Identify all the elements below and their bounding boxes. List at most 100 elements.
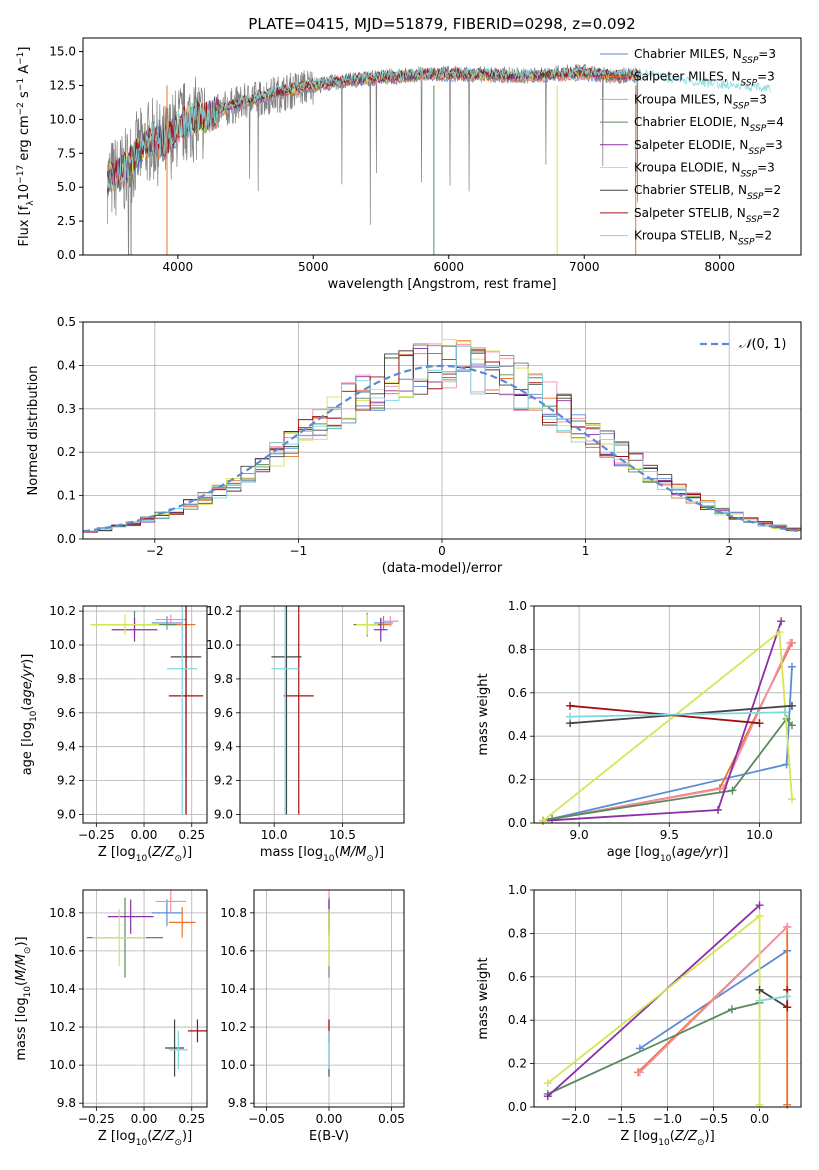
label-part: ⊙ xyxy=(174,1138,182,1148)
y-tick-label: 10.8 xyxy=(49,906,76,920)
weight-marker xyxy=(755,985,764,994)
weight-marker xyxy=(787,795,796,804)
x-axis-label: Z [log10(Z/Z⊙)] xyxy=(620,1129,714,1148)
y-tick-label: 9.2 xyxy=(214,774,233,788)
y-tick-label: 0.0 xyxy=(57,248,76,262)
weight-vs-age-panel: 9.0 9.5 10.0 0.0 0.2 0.4 0.6 0.8 1.0 age [log10(a… xyxy=(476,599,802,864)
x-tick-label: 4000 xyxy=(163,260,194,274)
weight-marker xyxy=(755,719,764,728)
legend-entry: Chabrier STELIB, NSSP=2 xyxy=(634,183,781,202)
y-tick-label: 10.0 xyxy=(220,1058,247,1072)
x-tick-label: −1 xyxy=(290,544,308,558)
weight-marker xyxy=(755,912,764,921)
label-part: Flux [f xyxy=(17,205,32,246)
label-part: SSP xyxy=(750,124,767,134)
weight-marker xyxy=(755,901,764,910)
age-vs-Z-plot xyxy=(90,606,204,815)
x-axis-label: mass [log10(M/M⊙)] xyxy=(260,845,384,864)
y-tick-label: 0.2 xyxy=(508,773,527,787)
label-part: SSP xyxy=(741,170,758,180)
y-tick-label: 9.0 xyxy=(214,808,233,822)
label-part: 10 xyxy=(29,710,39,722)
label-part: age [log xyxy=(20,722,35,775)
label-part: SSP xyxy=(742,56,759,66)
chart-title: PLATE=0415, MJD=51879, FIBERID=0298, z=0… xyxy=(248,15,635,33)
x-tick-label: 9.5 xyxy=(660,828,679,842)
axes-frame xyxy=(82,889,208,1108)
y-tick-label: 10.2 xyxy=(220,1020,247,1034)
y-tick-label: 10.0 xyxy=(206,638,233,652)
label-part: −2 xyxy=(16,102,26,115)
x-axis-label: Z [log10(Z/Z⊙)] xyxy=(98,1129,192,1148)
x-tick-label: 0.25 xyxy=(178,1112,205,1126)
y-tick-label: 0.4 xyxy=(57,358,76,372)
label-part: Salpeter ELODIE, N xyxy=(634,138,748,152)
label-part: age/yr xyxy=(20,662,35,705)
x-tick-label: −2.0 xyxy=(561,1112,590,1126)
x-axis-label: (data-model)/error xyxy=(382,561,503,576)
weight-marker xyxy=(755,996,764,1005)
x-tick-label: 2 xyxy=(725,544,733,558)
y-tick-label: 10.6 xyxy=(220,944,247,958)
weight-marker xyxy=(777,617,786,626)
y-tick-label: 2.5 xyxy=(57,214,76,228)
label-part: )] xyxy=(182,1129,192,1144)
weight-marker xyxy=(566,712,575,721)
weight-marker xyxy=(728,786,737,795)
weight-marker xyxy=(714,805,723,814)
x-tick-label: 10.5 xyxy=(329,828,356,842)
label-part: =3 xyxy=(749,92,767,106)
label-part: Kroupa STELIB, N xyxy=(634,229,738,243)
axes-frame xyxy=(533,605,802,824)
axes-frame xyxy=(239,605,405,824)
label-part: =2 xyxy=(754,229,772,243)
y-axis-label: mass weight xyxy=(476,957,491,1039)
weight-marker xyxy=(787,721,796,730)
label-part: ( xyxy=(670,1129,675,1144)
label-part: Salpeter STELIB, N xyxy=(634,206,746,220)
label-part: =2 xyxy=(764,183,782,197)
y-axis-label: mass weight xyxy=(476,673,491,755)
label-part: )] xyxy=(14,936,29,946)
y-tick-label: 10.8 xyxy=(220,906,247,920)
label-part: mass weight xyxy=(476,957,491,1039)
label-part: ⊙ xyxy=(366,854,374,864)
x-tick-label: −0.25 xyxy=(78,1112,115,1126)
label-part: (data-model)/error xyxy=(382,561,503,576)
y-tick-label: 9.8 xyxy=(57,672,76,686)
label-part: 10 xyxy=(323,854,335,864)
age-vs-Z-panel: −0.25 0.00 0.25 9.0 9.2 9.4 9.6 9.8 10.0 10.2 Z [l… xyxy=(20,604,208,864)
axes-frame xyxy=(82,321,802,540)
y-axis-label: Normed distribution xyxy=(26,366,41,496)
model-spectrum-line xyxy=(107,66,639,193)
label-part: )] xyxy=(705,1129,715,1144)
x-tick-label: 0.00 xyxy=(131,828,158,842)
legend-entry: 𝒩(0, 1) xyxy=(739,337,786,352)
x-tick-label: 0 xyxy=(438,544,446,558)
label-part: Z [log xyxy=(98,1129,136,1144)
weight-marker xyxy=(787,701,796,710)
label-part: −1 xyxy=(16,52,26,65)
y-tick-label: 0.2 xyxy=(508,1057,527,1071)
weight-marker xyxy=(775,628,784,637)
label-part: −17 xyxy=(16,165,26,184)
x-tick-label: 6000 xyxy=(434,260,465,274)
mass-vs-EBV-panel: −0.05 0.00 0.05 9.8 10.0 10.2 10.4 10.6 10.8 E(B-… xyxy=(220,889,405,1144)
label-part: 10 xyxy=(23,986,33,998)
weight-marker xyxy=(783,1100,792,1109)
legend-entry: Kroupa STELIB, NSSP=2 xyxy=(634,229,772,248)
x-tick-label: 0.00 xyxy=(316,1112,343,1126)
weight-vs-age-plot xyxy=(539,617,796,825)
y-tick-label: 10.2 xyxy=(49,1020,76,1034)
mass-vs-Z-panel: −0.25 0.00 0.25 9.8 10.0 10.2 10.4 10.6 10.8 Z [l… xyxy=(14,889,208,1148)
x-tick-label: 1 xyxy=(582,544,590,558)
weight-marker xyxy=(635,1068,644,1077)
label-part: SSP xyxy=(746,215,763,225)
x-tick-label: 7000 xyxy=(569,260,600,274)
legend-entry: Chabrier ELODIE, NSSP=4 xyxy=(634,115,784,134)
label-part: ⊙ xyxy=(174,854,182,864)
weight-marker xyxy=(787,662,796,671)
label-part: Chabrier ELODIE, N xyxy=(634,115,750,129)
label-part: )] xyxy=(20,654,35,664)
label-part: (0, 1) xyxy=(751,337,786,352)
